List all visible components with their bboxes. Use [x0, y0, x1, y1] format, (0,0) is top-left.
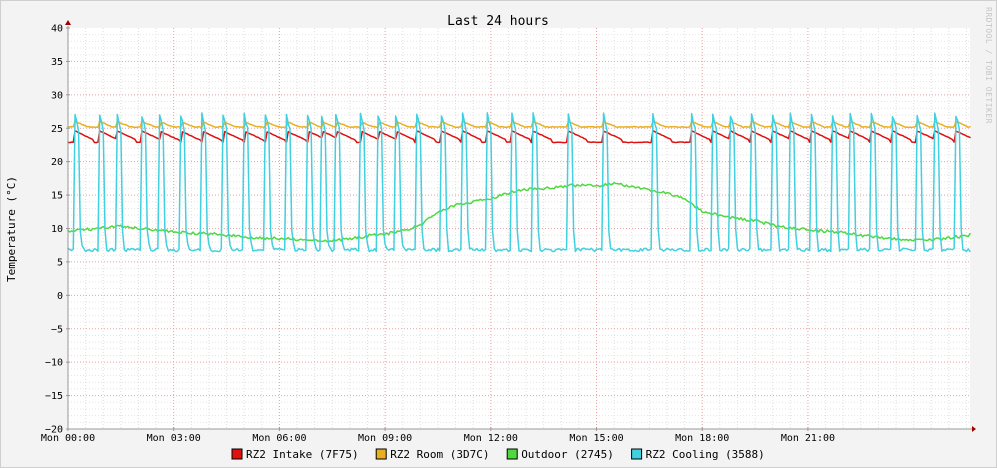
- series-rz2-room-line: [67, 120, 971, 129]
- y-tick-label: 0: [57, 291, 63, 302]
- x-tick-label: Mon 06:00: [252, 433, 306, 444]
- chart-title: Last 24 hours: [447, 14, 549, 29]
- x-tick-label: Mon 15:00: [569, 433, 623, 444]
- legend-label: RZ2 Cooling (3588): [646, 448, 765, 461]
- y-tick-label: 35: [51, 57, 63, 68]
- x-tick-label: Mon 21:00: [781, 433, 835, 444]
- legend-item: RZ2 Cooling (3588): [631, 448, 765, 461]
- series-rz2-intake-line: [67, 129, 971, 144]
- legend-item: Outdoor (2745): [506, 448, 614, 461]
- legend-swatch: [506, 448, 518, 460]
- y-tick-label: 5: [57, 257, 63, 268]
- legend: RZ2 Intake (7F75) RZ2 Room (3D7C) Outdoor …: [231, 448, 765, 461]
- y-axis-arrow: [65, 20, 71, 25]
- y-tick-label: 10: [51, 224, 63, 235]
- x-tick-label: Mon 09:00: [358, 433, 412, 444]
- legend-swatch: [631, 448, 643, 460]
- legend-swatch: [375, 448, 387, 460]
- x-tick-label: Mon 00:00: [41, 433, 95, 444]
- legend-swatch: [231, 448, 243, 460]
- y-tick-label: 40: [51, 24, 63, 35]
- axis-layer: [65, 20, 976, 432]
- y-tick-label: −5: [51, 324, 63, 335]
- y-tick-label: 30: [51, 90, 63, 101]
- x-tick-label: Mon 03:00: [147, 433, 201, 444]
- series-rz2-cooling-line: [67, 112, 971, 253]
- x-tick-label: Mon 12:00: [464, 433, 518, 444]
- y-tick-label: −20: [45, 425, 63, 436]
- x-axis-arrow: [972, 426, 976, 432]
- legend-label: RZ2 Intake (7F75): [246, 448, 359, 461]
- y-tick-label: −10: [45, 358, 63, 369]
- y-tick-label: 20: [51, 157, 63, 168]
- y-axis-label: Temperature (°C): [5, 176, 18, 282]
- y-tick-label: 15: [51, 191, 63, 202]
- y-tick-label: 25: [51, 124, 63, 135]
- legend-label: RZ2 Room (3D7C): [390, 448, 489, 461]
- x-tick-label: Mon 18:00: [675, 433, 729, 444]
- rrdtool-watermark: RRDTOOL / TOBI OETIKER: [984, 7, 993, 124]
- legend-item: RZ2 Intake (7F75): [231, 448, 359, 461]
- series-layer: [67, 112, 971, 253]
- series-outdoor-line: [67, 181, 971, 243]
- legend-item: RZ2 Room (3D7C): [375, 448, 490, 461]
- y-tick-label: −15: [45, 391, 63, 402]
- legend-label: Outdoor (2745): [521, 448, 614, 461]
